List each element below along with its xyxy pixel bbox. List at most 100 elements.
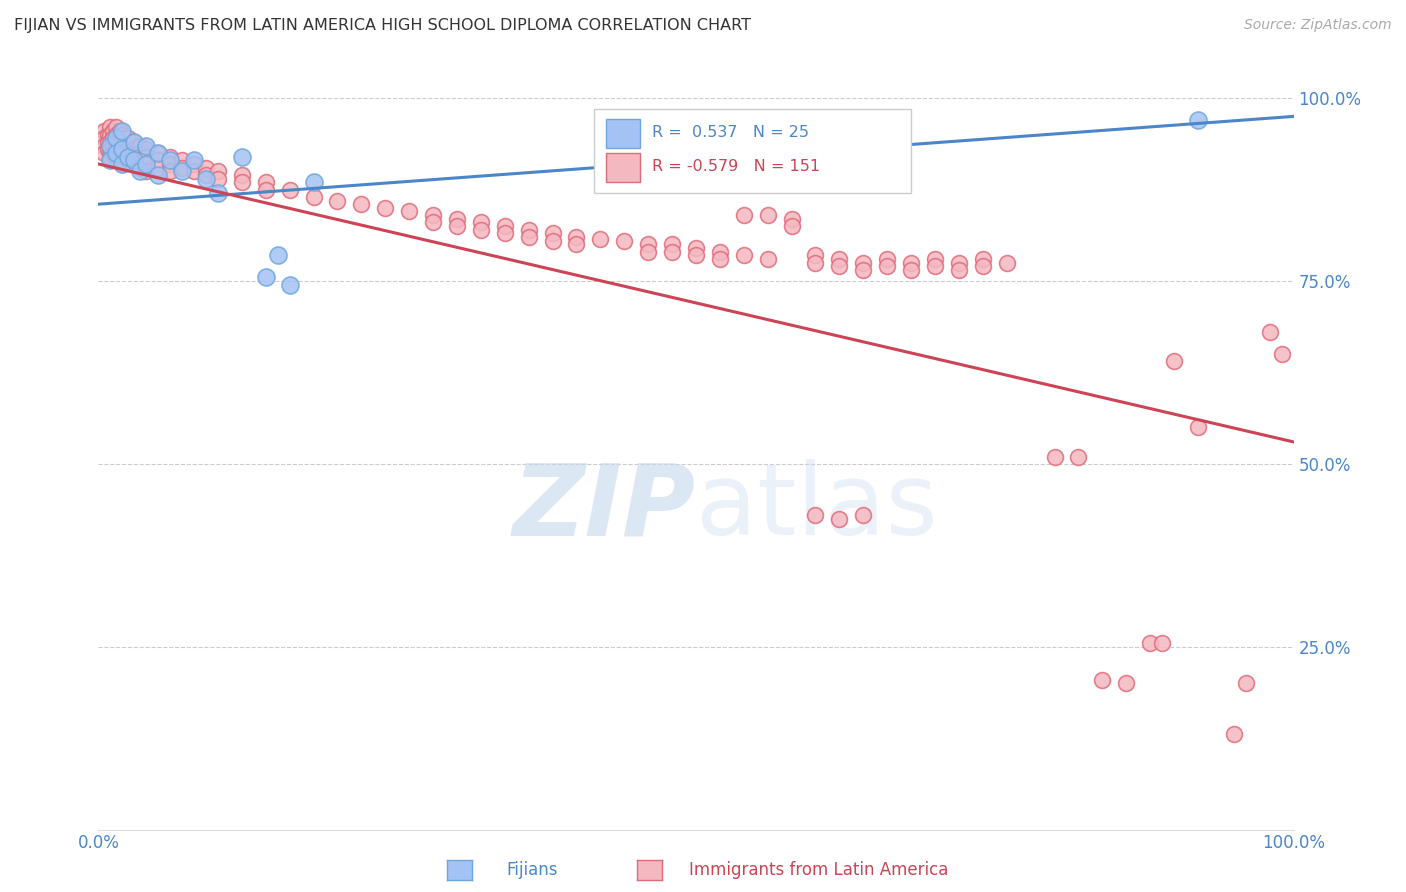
Point <box>267 248 290 262</box>
Point <box>111 128 134 142</box>
Point <box>98 128 122 142</box>
Point <box>685 248 707 262</box>
Point <box>101 124 124 138</box>
Point <box>254 183 277 197</box>
Point <box>446 219 468 234</box>
Point <box>135 164 157 178</box>
Point <box>1163 354 1185 368</box>
Point <box>254 270 277 285</box>
Point <box>135 150 157 164</box>
Text: FIJIAN VS IMMIGRANTS FROM LATIN AMERICA HIGH SCHOOL DIPLOMA CORRELATION CHART: FIJIAN VS IMMIGRANTS FROM LATIN AMERICA … <box>14 18 751 33</box>
Point <box>135 157 157 171</box>
Point <box>97 135 120 149</box>
Point <box>207 164 229 178</box>
Point <box>661 244 683 259</box>
Point <box>1187 113 1209 128</box>
Point <box>685 241 707 255</box>
Point <box>733 208 755 222</box>
Point <box>148 146 170 161</box>
Point <box>114 138 136 153</box>
Point <box>924 260 946 274</box>
Point <box>278 277 301 292</box>
Point <box>148 153 170 168</box>
Point <box>207 186 229 201</box>
Point <box>1271 347 1294 361</box>
Point <box>852 263 875 277</box>
Point <box>183 157 205 171</box>
Point <box>129 161 152 175</box>
FancyBboxPatch shape <box>606 153 640 182</box>
Point <box>148 146 170 161</box>
Text: R =  0.537   N = 25: R = 0.537 N = 25 <box>652 125 808 140</box>
Text: Source: ZipAtlas.com: Source: ZipAtlas.com <box>1244 18 1392 32</box>
Point <box>159 153 181 168</box>
Point <box>124 150 146 164</box>
Point <box>1258 325 1281 339</box>
Point <box>804 248 827 262</box>
Point <box>135 138 157 153</box>
Point <box>108 131 131 145</box>
Point <box>972 252 994 266</box>
Point <box>129 164 152 178</box>
Text: Immigrants from Latin America: Immigrants from Latin America <box>689 861 948 879</box>
Point <box>756 252 779 266</box>
Point <box>494 227 516 241</box>
Point <box>124 135 146 149</box>
Point <box>852 508 875 522</box>
Point <box>105 120 128 135</box>
Point <box>972 260 994 274</box>
Point <box>350 197 373 211</box>
Point <box>231 168 253 182</box>
Point <box>111 142 134 156</box>
Point <box>129 146 152 161</box>
Point <box>756 208 779 222</box>
Point <box>194 171 218 186</box>
Point <box>101 131 124 145</box>
Point <box>613 234 636 248</box>
Point <box>541 227 564 241</box>
Point <box>1222 727 1246 741</box>
Point <box>948 263 970 277</box>
Point <box>661 237 683 252</box>
Point <box>97 128 120 142</box>
Point <box>108 138 131 153</box>
Point <box>995 256 1018 270</box>
Point <box>231 175 253 189</box>
Point <box>1043 450 1066 464</box>
Point <box>117 131 139 145</box>
Point <box>93 146 115 161</box>
Point <box>876 252 898 266</box>
Point <box>111 150 134 164</box>
Point <box>114 131 136 145</box>
Point <box>565 237 588 252</box>
Point <box>326 194 349 208</box>
Point <box>111 157 134 171</box>
Point <box>637 237 659 252</box>
Point <box>129 153 152 168</box>
Point <box>709 252 731 266</box>
FancyBboxPatch shape <box>606 119 640 148</box>
Point <box>148 168 170 182</box>
Text: R = -0.579   N = 151: R = -0.579 N = 151 <box>652 159 820 174</box>
Point <box>828 512 851 526</box>
Point <box>111 142 134 156</box>
Point <box>804 508 827 522</box>
Point <box>124 142 146 156</box>
Point <box>422 215 444 229</box>
Point <box>637 244 659 259</box>
Point <box>124 153 146 168</box>
Point <box>105 150 128 164</box>
Point <box>207 171 229 186</box>
Point <box>93 138 115 153</box>
Point <box>589 231 612 245</box>
FancyBboxPatch shape <box>595 109 911 194</box>
Point <box>135 142 157 156</box>
Point <box>111 157 134 171</box>
Point <box>111 135 134 149</box>
Point <box>900 263 922 277</box>
Point <box>183 153 205 168</box>
Point <box>1234 676 1257 690</box>
Point <box>733 117 755 131</box>
Point <box>828 260 851 274</box>
Point <box>470 215 492 229</box>
